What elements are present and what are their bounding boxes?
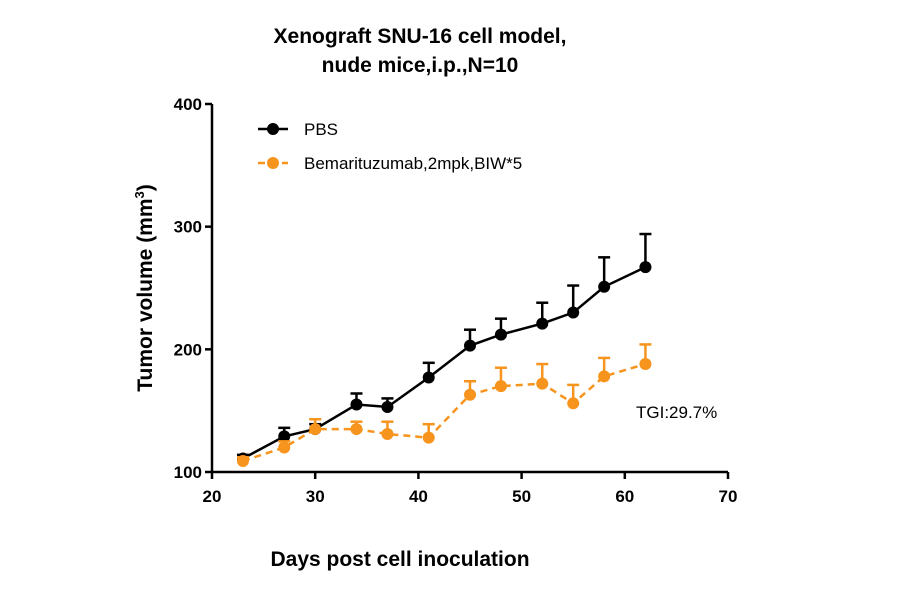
data-point [464,339,476,352]
axes: 100 200 300 400 20 30 40 50 60 70 [174,95,738,506]
legend-marker [267,123,279,135]
legend-marker [267,157,279,169]
data-point [494,328,507,341]
x-tick-label: 60 [615,487,634,506]
data-point [639,261,652,274]
series-0 [236,232,652,465]
tgi-annotation: TGI:29.7% [636,403,717,422]
series-layer [236,232,652,467]
legend-label: PBS [304,120,338,139]
x-tick-label: 30 [306,487,325,506]
series-line [242,362,646,463]
y-tick-label: 300 [174,218,202,237]
data-point [567,306,580,319]
series-line [242,266,646,460]
data-point [309,423,322,436]
y-axis-label-sup: 3 [132,191,147,198]
data-point [422,371,435,384]
data-point [536,317,549,330]
y-axis-label-close: ) [134,184,157,191]
x-tick-label: 40 [409,487,428,506]
series-1 [236,343,652,467]
data-point [567,397,580,410]
chart-title-line-2: nude mice,i.p.,N=10 [322,54,519,77]
data-point [278,430,291,443]
data-point [598,280,611,293]
y-tick-label: 200 [174,340,202,359]
y-axis-label-text: Tumor volume (mm [134,198,157,391]
data-point [598,370,611,383]
legend-label: Bemarituzumab,2mpk,BIW*5 [304,154,522,173]
x-axis-label: Days post cell inoculation [270,548,529,571]
data-point [536,377,549,390]
x-tick-label: 70 [719,487,738,506]
data-point [350,398,363,411]
data-point [422,431,435,444]
y-tick-label: 400 [174,95,202,114]
data-point [381,427,394,440]
data-point [639,358,652,371]
data-point [350,423,363,436]
y-axis-label: Tumor volume (mm3) [132,184,157,392]
y-tick-label: 100 [174,463,202,482]
chart-title-line-1: Xenograft SNU-16 cell model, [274,25,567,48]
data-point [464,388,476,401]
legend: PBS Bemarituzumab,2mpk,BIW*5 [258,120,522,173]
data-point [494,380,507,393]
x-tick-label: 50 [512,487,531,506]
data-point [381,400,394,413]
data-point [236,454,249,467]
data-point [278,441,291,454]
x-tick-label: 20 [203,487,222,506]
